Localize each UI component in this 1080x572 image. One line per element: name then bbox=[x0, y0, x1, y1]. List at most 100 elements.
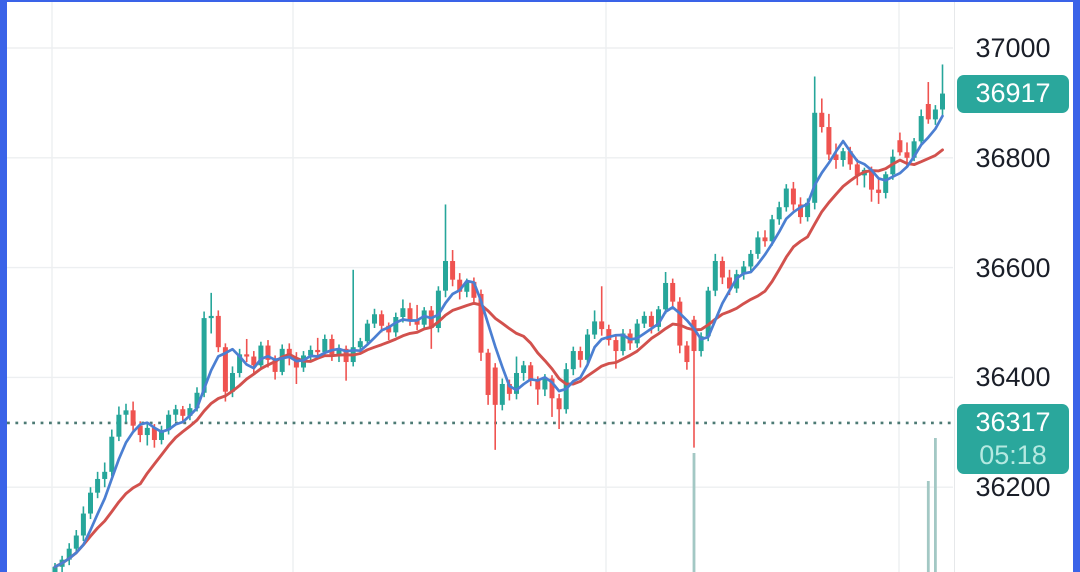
candle-up bbox=[755, 231, 761, 259]
candle-body bbox=[854, 164, 860, 176]
candle-up bbox=[116, 406, 122, 442]
candle-up bbox=[592, 310, 598, 339]
candle-down bbox=[492, 363, 498, 450]
candle-body bbox=[322, 338, 328, 353]
candle-body bbox=[151, 427, 157, 440]
candle-body bbox=[783, 188, 789, 208]
candle-up bbox=[187, 403, 193, 421]
candle-body bbox=[734, 274, 740, 289]
volume-spike-bar bbox=[692, 453, 696, 572]
candle-body bbox=[464, 281, 470, 292]
candle-body bbox=[379, 314, 385, 326]
candle-body bbox=[883, 174, 889, 193]
candle-down bbox=[251, 351, 257, 375]
candle-up bbox=[102, 462, 108, 488]
candle-up bbox=[144, 423, 150, 446]
candle-up bbox=[372, 308, 377, 328]
candle-body bbox=[577, 351, 583, 360]
candle-body bbox=[194, 392, 200, 409]
volume-spike-bar bbox=[934, 438, 937, 572]
candle-up bbox=[620, 329, 626, 356]
candle-up bbox=[570, 346, 576, 376]
candle-body bbox=[393, 317, 399, 333]
candle-body bbox=[805, 202, 811, 218]
candle-down bbox=[577, 346, 583, 368]
candle-body bbox=[819, 112, 825, 128]
candle-body bbox=[663, 282, 669, 310]
candle-body bbox=[798, 204, 803, 218]
candle-body bbox=[670, 282, 676, 302]
volume-spikes-layer bbox=[692, 438, 937, 572]
candle-up bbox=[883, 171, 889, 199]
candle-body bbox=[812, 112, 818, 203]
candle-body bbox=[748, 253, 754, 267]
candle-body bbox=[549, 378, 555, 399]
price-axis-label: 36600 bbox=[975, 252, 1051, 283]
candle-body bbox=[237, 354, 243, 374]
window-border-top bbox=[0, 0, 1080, 2]
candle-body bbox=[918, 116, 924, 142]
candle-down bbox=[315, 337, 321, 358]
candle-up bbox=[499, 378, 505, 411]
candle-down bbox=[854, 158, 860, 186]
candle-up bbox=[734, 269, 740, 293]
candle-up bbox=[336, 344, 342, 363]
candle-body bbox=[769, 219, 775, 242]
candle-up bbox=[940, 64, 945, 115]
candles-layer bbox=[52, 64, 945, 572]
last-price-value: 36917 bbox=[975, 78, 1051, 109]
candle-body bbox=[137, 425, 143, 436]
candle-body bbox=[208, 315, 214, 319]
candle-body bbox=[570, 351, 576, 370]
candle-up bbox=[435, 286, 441, 333]
candle-body bbox=[329, 338, 335, 355]
candle-up bbox=[73, 530, 79, 555]
candle-up bbox=[364, 319, 370, 346]
candle-down bbox=[130, 401, 136, 432]
candle-up bbox=[308, 345, 314, 363]
candle-body bbox=[684, 345, 690, 363]
last-price-badge: 36917 bbox=[957, 74, 1069, 113]
candle-down bbox=[599, 286, 605, 336]
candle-up bbox=[641, 311, 647, 328]
candle-body bbox=[180, 409, 186, 416]
candle-up bbox=[769, 214, 775, 246]
countdown-price-badge: 36317 05:18 bbox=[957, 403, 1069, 474]
candle-down bbox=[265, 340, 271, 368]
candle-body bbox=[790, 188, 796, 205]
candle-down bbox=[897, 132, 903, 156]
candle-body bbox=[222, 347, 228, 392]
candle-down bbox=[819, 98, 825, 133]
price-axis-separator bbox=[954, 2, 955, 572]
candle-body bbox=[840, 151, 846, 160]
price-axis[interactable]: 37000 36800 36600 36400 36200 36917 36317 05… bbox=[954, 0, 1072, 572]
candle-up bbox=[95, 471, 101, 499]
volume-spike-bar bbox=[926, 481, 930, 572]
candle-down bbox=[606, 324, 612, 346]
candle-body bbox=[443, 261, 448, 291]
candle-up bbox=[88, 487, 93, 520]
candle-down bbox=[691, 315, 697, 448]
candle-down bbox=[798, 197, 803, 224]
candle-body bbox=[123, 410, 129, 415]
candle-body bbox=[293, 357, 299, 368]
candle-body bbox=[95, 478, 101, 493]
candle-up bbox=[783, 184, 789, 212]
candle-up bbox=[840, 147, 846, 167]
candle-up bbox=[208, 292, 214, 334]
candle-body bbox=[535, 380, 541, 390]
candle-up bbox=[712, 253, 718, 297]
candle-body bbox=[173, 409, 179, 415]
candle-body bbox=[73, 535, 79, 549]
candle-body bbox=[599, 321, 605, 330]
candle-body bbox=[308, 349, 314, 356]
candle-body bbox=[499, 383, 505, 405]
candle-down bbox=[215, 310, 221, 353]
candle-body bbox=[712, 261, 718, 291]
candle-body bbox=[556, 398, 562, 410]
candle-body bbox=[372, 314, 377, 324]
candle-body bbox=[762, 237, 768, 242]
candle-body bbox=[592, 321, 598, 335]
candle-body bbox=[336, 348, 342, 355]
